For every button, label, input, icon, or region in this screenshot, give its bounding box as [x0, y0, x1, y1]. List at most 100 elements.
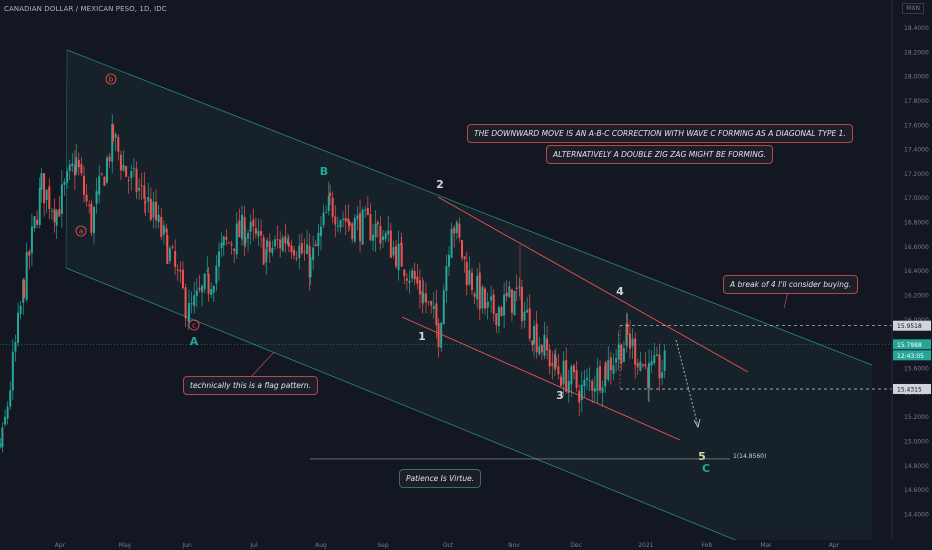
time-tick-label: 2021: [638, 542, 653, 549]
candle-body: [4, 416, 7, 425]
candle-body: [411, 270, 414, 279]
candle-body: [1, 427, 4, 448]
candle-body: [85, 194, 88, 202]
price-tick-label: 15.2000: [904, 414, 929, 421]
candle-body: [149, 198, 152, 220]
candle-body: [639, 361, 642, 371]
candle-body: [461, 240, 464, 258]
candle-body: [497, 307, 500, 327]
candle-body: [30, 226, 33, 253]
candle-body: [583, 379, 586, 387]
candle-body: [468, 270, 471, 285]
currency-tag[interactable]: MXN: [902, 3, 924, 14]
candle-body: [490, 296, 493, 301]
price-tick-label: 18.0000: [904, 74, 929, 81]
candle-body: [376, 222, 379, 225]
price-axis[interactable]: 18.4000 18.2000 18.0000 17.8000 17.6000 17.40…: [891, 0, 932, 550]
candle-body: [518, 285, 521, 288]
candlestick-series: [0, 114, 666, 453]
candle-body: [160, 216, 163, 237]
candle-body: [339, 220, 342, 228]
price-tick-label: 16.0000: [904, 317, 929, 324]
break-note[interactable]: A break of 4 I'll consider buying.: [723, 275, 859, 294]
candle-body: [281, 237, 284, 251]
current-price-badge-bg: [893, 339, 931, 350]
candle-body: [400, 242, 403, 246]
candle-body: [125, 166, 128, 177]
candle-body: [295, 257, 298, 259]
candle-body: [389, 230, 392, 258]
candle-body: [591, 381, 594, 391]
candle-body: [523, 311, 526, 321]
wave-B-label: B: [320, 165, 328, 178]
candle-body: [631, 338, 634, 347]
candle-body: [14, 342, 17, 352]
price-tick-label: 16.6000: [904, 244, 929, 251]
time-tick-label: Apr: [55, 542, 66, 549]
candle-body: [174, 251, 177, 267]
candle-body: [260, 231, 263, 236]
candle-body: [601, 387, 604, 393]
candle-body: [176, 269, 179, 271]
price-tick-label: 16.2000: [904, 293, 929, 300]
candle-body: [400, 243, 403, 267]
candle-body: [36, 219, 39, 225]
candle-body: [364, 209, 367, 211]
candle-body: [593, 388, 596, 392]
price-tick-label: 14.4000: [904, 511, 929, 518]
candle-body: [353, 218, 356, 242]
candle-body: [19, 305, 22, 314]
candle-body: [535, 323, 538, 353]
candle-body: [538, 346, 541, 355]
candle-body: [663, 350, 666, 372]
candle-body: [303, 251, 306, 253]
candle-body: [615, 358, 618, 363]
candle-body: [317, 232, 320, 247]
candle-body: [122, 164, 125, 171]
candle-body: [620, 344, 623, 364]
candle-body: [252, 219, 255, 227]
candle-body: [505, 292, 508, 297]
time-tick-label: Nov: [508, 542, 520, 549]
main-note-1[interactable]: THE DOWNWARD MOVE IS AN A-B-C CORRECTION…: [467, 124, 853, 143]
level-lower-badge-bg: [893, 383, 931, 394]
candle-body: [171, 246, 174, 248]
candle-body: [450, 228, 453, 258]
candle-body: [88, 204, 91, 206]
diagonal-lower-line: [401, 316, 681, 441]
time-tick-label: May: [119, 542, 132, 549]
time-axis[interactable]: Apr May Jun Jul Aug Sep Oct Nov Dec 2021 Feb Mar Apr: [0, 540, 892, 550]
candle-body: [143, 185, 146, 199]
wave-a-small-circle: [75, 225, 87, 237]
candle-body: [290, 245, 293, 253]
candle-body: [531, 340, 534, 346]
candle-body: [103, 176, 106, 186]
candle-body: [0, 444, 2, 446]
flag-note[interactable]: technically this is a flag pattern.: [183, 376, 319, 395]
candle-body: [495, 313, 498, 326]
candle-body: [90, 203, 93, 233]
price-tick-label: 14.8000: [904, 463, 929, 470]
time-tick-label: Oct: [443, 542, 454, 549]
candle-body: [465, 262, 468, 286]
countdown-badge-bg: [893, 350, 931, 361]
candle-body: [572, 365, 575, 373]
symbol-title[interactable]: CANADIAN DOLLAR / MEXICAN PESO, 1D, IDC: [4, 5, 167, 13]
candle-body: [50, 210, 53, 212]
wave-b-small: b: [109, 76, 114, 84]
patience-note[interactable]: Patience Is Virtue.: [399, 469, 482, 488]
candle-body: [100, 173, 103, 175]
main-note-2[interactable]: ALTERNATIVELY A DOUBLE ZIG ZAG MIGHT BE …: [546, 145, 774, 164]
candle-body: [33, 216, 36, 229]
candle-body: [138, 187, 141, 191]
candle-body: [68, 164, 71, 172]
candle-body: [382, 236, 385, 241]
candle-body: [617, 344, 620, 360]
candle-body: [298, 245, 301, 258]
candle-body: [38, 187, 41, 225]
candle-body: [437, 323, 440, 348]
candle-body: [254, 228, 257, 234]
candle-body: [580, 384, 583, 400]
candle-body: [262, 237, 265, 265]
